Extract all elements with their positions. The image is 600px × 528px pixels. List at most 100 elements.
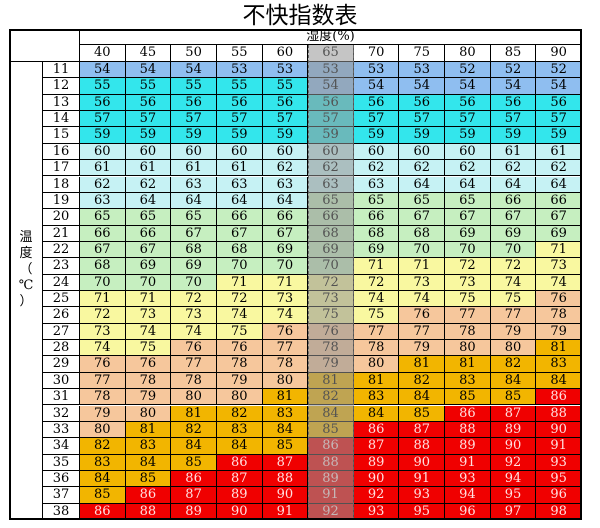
index-cell: 55: [171, 78, 217, 95]
temperature-row-header: 37: [43, 487, 80, 504]
index-cell: 80: [216, 389, 263, 406]
index-cell: 87: [262, 454, 309, 471]
index-cell: 76: [125, 356, 172, 373]
index-cell: 84: [216, 438, 263, 455]
index-cell: 77: [445, 307, 491, 324]
temperature-row-header: 35: [43, 454, 80, 471]
index-cell: 93: [445, 470, 491, 488]
index-cell: 86: [125, 487, 172, 504]
index-cell: 69: [353, 241, 400, 259]
index-cell: 64: [399, 176, 446, 193]
index-cell: 64: [536, 176, 582, 193]
index-cell: 77: [353, 323, 400, 341]
index-cell: 72: [216, 291, 263, 308]
index-cell: 80: [353, 356, 400, 373]
index-cell: 89: [308, 470, 354, 488]
index-cell: 98: [536, 503, 582, 520]
index-cell: 94: [445, 487, 491, 504]
temperature-row-header: 22: [43, 241, 80, 259]
index-cell: 57: [353, 111, 400, 128]
index-cell: 63: [171, 176, 217, 193]
index-cell: 93: [353, 503, 400, 520]
index-cell: 85: [445, 389, 491, 406]
temperature-label-char: ）: [19, 294, 33, 309]
index-cell: 60: [399, 143, 446, 161]
index-cell: 85: [80, 487, 126, 504]
index-cell: 61: [125, 160, 172, 177]
index-cell: 75: [353, 307, 400, 324]
humidity-level-header: 90: [536, 45, 582, 62]
index-cell: 79: [399, 340, 446, 357]
index-cell: 74: [536, 274, 582, 291]
index-cell: 65: [445, 192, 491, 210]
index-cell: 57: [445, 111, 491, 128]
index-cell: 62: [536, 160, 582, 177]
index-cell: 71: [80, 291, 126, 308]
temperature-row-header: 27: [43, 323, 80, 341]
index-cell: 83: [353, 389, 400, 406]
index-cell: 76: [399, 307, 446, 324]
index-cell: 83: [445, 372, 491, 390]
index-cell: 53: [353, 62, 400, 79]
index-cell: 53: [399, 62, 446, 79]
index-cell: 79: [125, 389, 172, 406]
index-cell: 82: [490, 356, 537, 373]
index-cell: 80: [80, 421, 126, 439]
index-cell: 54: [308, 78, 354, 95]
index-cell: 69: [125, 258, 172, 275]
index-cell: 92: [353, 487, 400, 504]
index-cell: 60: [445, 143, 491, 161]
index-cell: 65: [399, 192, 446, 210]
index-cell: 63: [308, 176, 354, 193]
index-cell: 64: [171, 192, 217, 210]
temperature-row-header: 20: [43, 209, 80, 226]
index-cell: 82: [216, 405, 263, 422]
index-cell: 67: [262, 225, 309, 242]
index-cell: 66: [536, 192, 582, 210]
index-cell: 52: [445, 62, 491, 79]
index-cell: 60: [125, 143, 172, 161]
index-cell: 81: [445, 356, 491, 373]
index-cell: 57: [171, 111, 217, 128]
index-cell: 80: [445, 340, 491, 357]
index-cell: 78: [536, 307, 582, 324]
index-cell: 72: [445, 258, 491, 275]
index-cell: 65: [308, 192, 354, 210]
index-cell: 67: [216, 225, 263, 242]
index-cell: 59: [216, 127, 263, 144]
index-cell: 95: [536, 470, 582, 488]
index-cell: 84: [171, 438, 217, 455]
temperature-label-char: 温: [19, 230, 33, 245]
index-cell: 79: [216, 372, 263, 390]
index-cell: 91: [445, 454, 491, 471]
index-cell: 64: [125, 192, 172, 210]
index-cell: 70: [490, 241, 537, 259]
index-cell: 75: [216, 323, 263, 341]
index-cell: 86: [216, 454, 263, 471]
index-cell: 60: [262, 143, 309, 161]
index-cell: 76: [262, 323, 309, 341]
index-cell: 54: [171, 62, 217, 79]
index-cell: 61: [80, 160, 126, 177]
index-cell: 57: [216, 111, 263, 128]
index-cell: 86: [536, 389, 582, 406]
index-cell: 68: [171, 241, 217, 259]
index-cell: 56: [262, 94, 309, 112]
index-cell: 76: [171, 340, 217, 357]
index-cell: 69: [171, 258, 217, 275]
index-cell: 72: [308, 274, 354, 291]
index-cell: 56: [308, 94, 354, 112]
index-cell: 83: [125, 438, 172, 455]
index-cell: 70: [216, 258, 263, 275]
index-cell: 54: [536, 78, 582, 95]
index-cell: 81: [262, 389, 309, 406]
index-cell: 54: [80, 62, 126, 79]
temperature-row-header: 36: [43, 470, 80, 488]
index-cell: 68: [399, 225, 446, 242]
index-cell: 79: [490, 323, 537, 341]
index-cell: 74: [171, 323, 217, 341]
index-cell: 63: [80, 192, 126, 210]
temperature-row-header: 18: [43, 176, 80, 193]
index-cell: 80: [262, 372, 309, 390]
index-cell: 62: [353, 160, 400, 177]
